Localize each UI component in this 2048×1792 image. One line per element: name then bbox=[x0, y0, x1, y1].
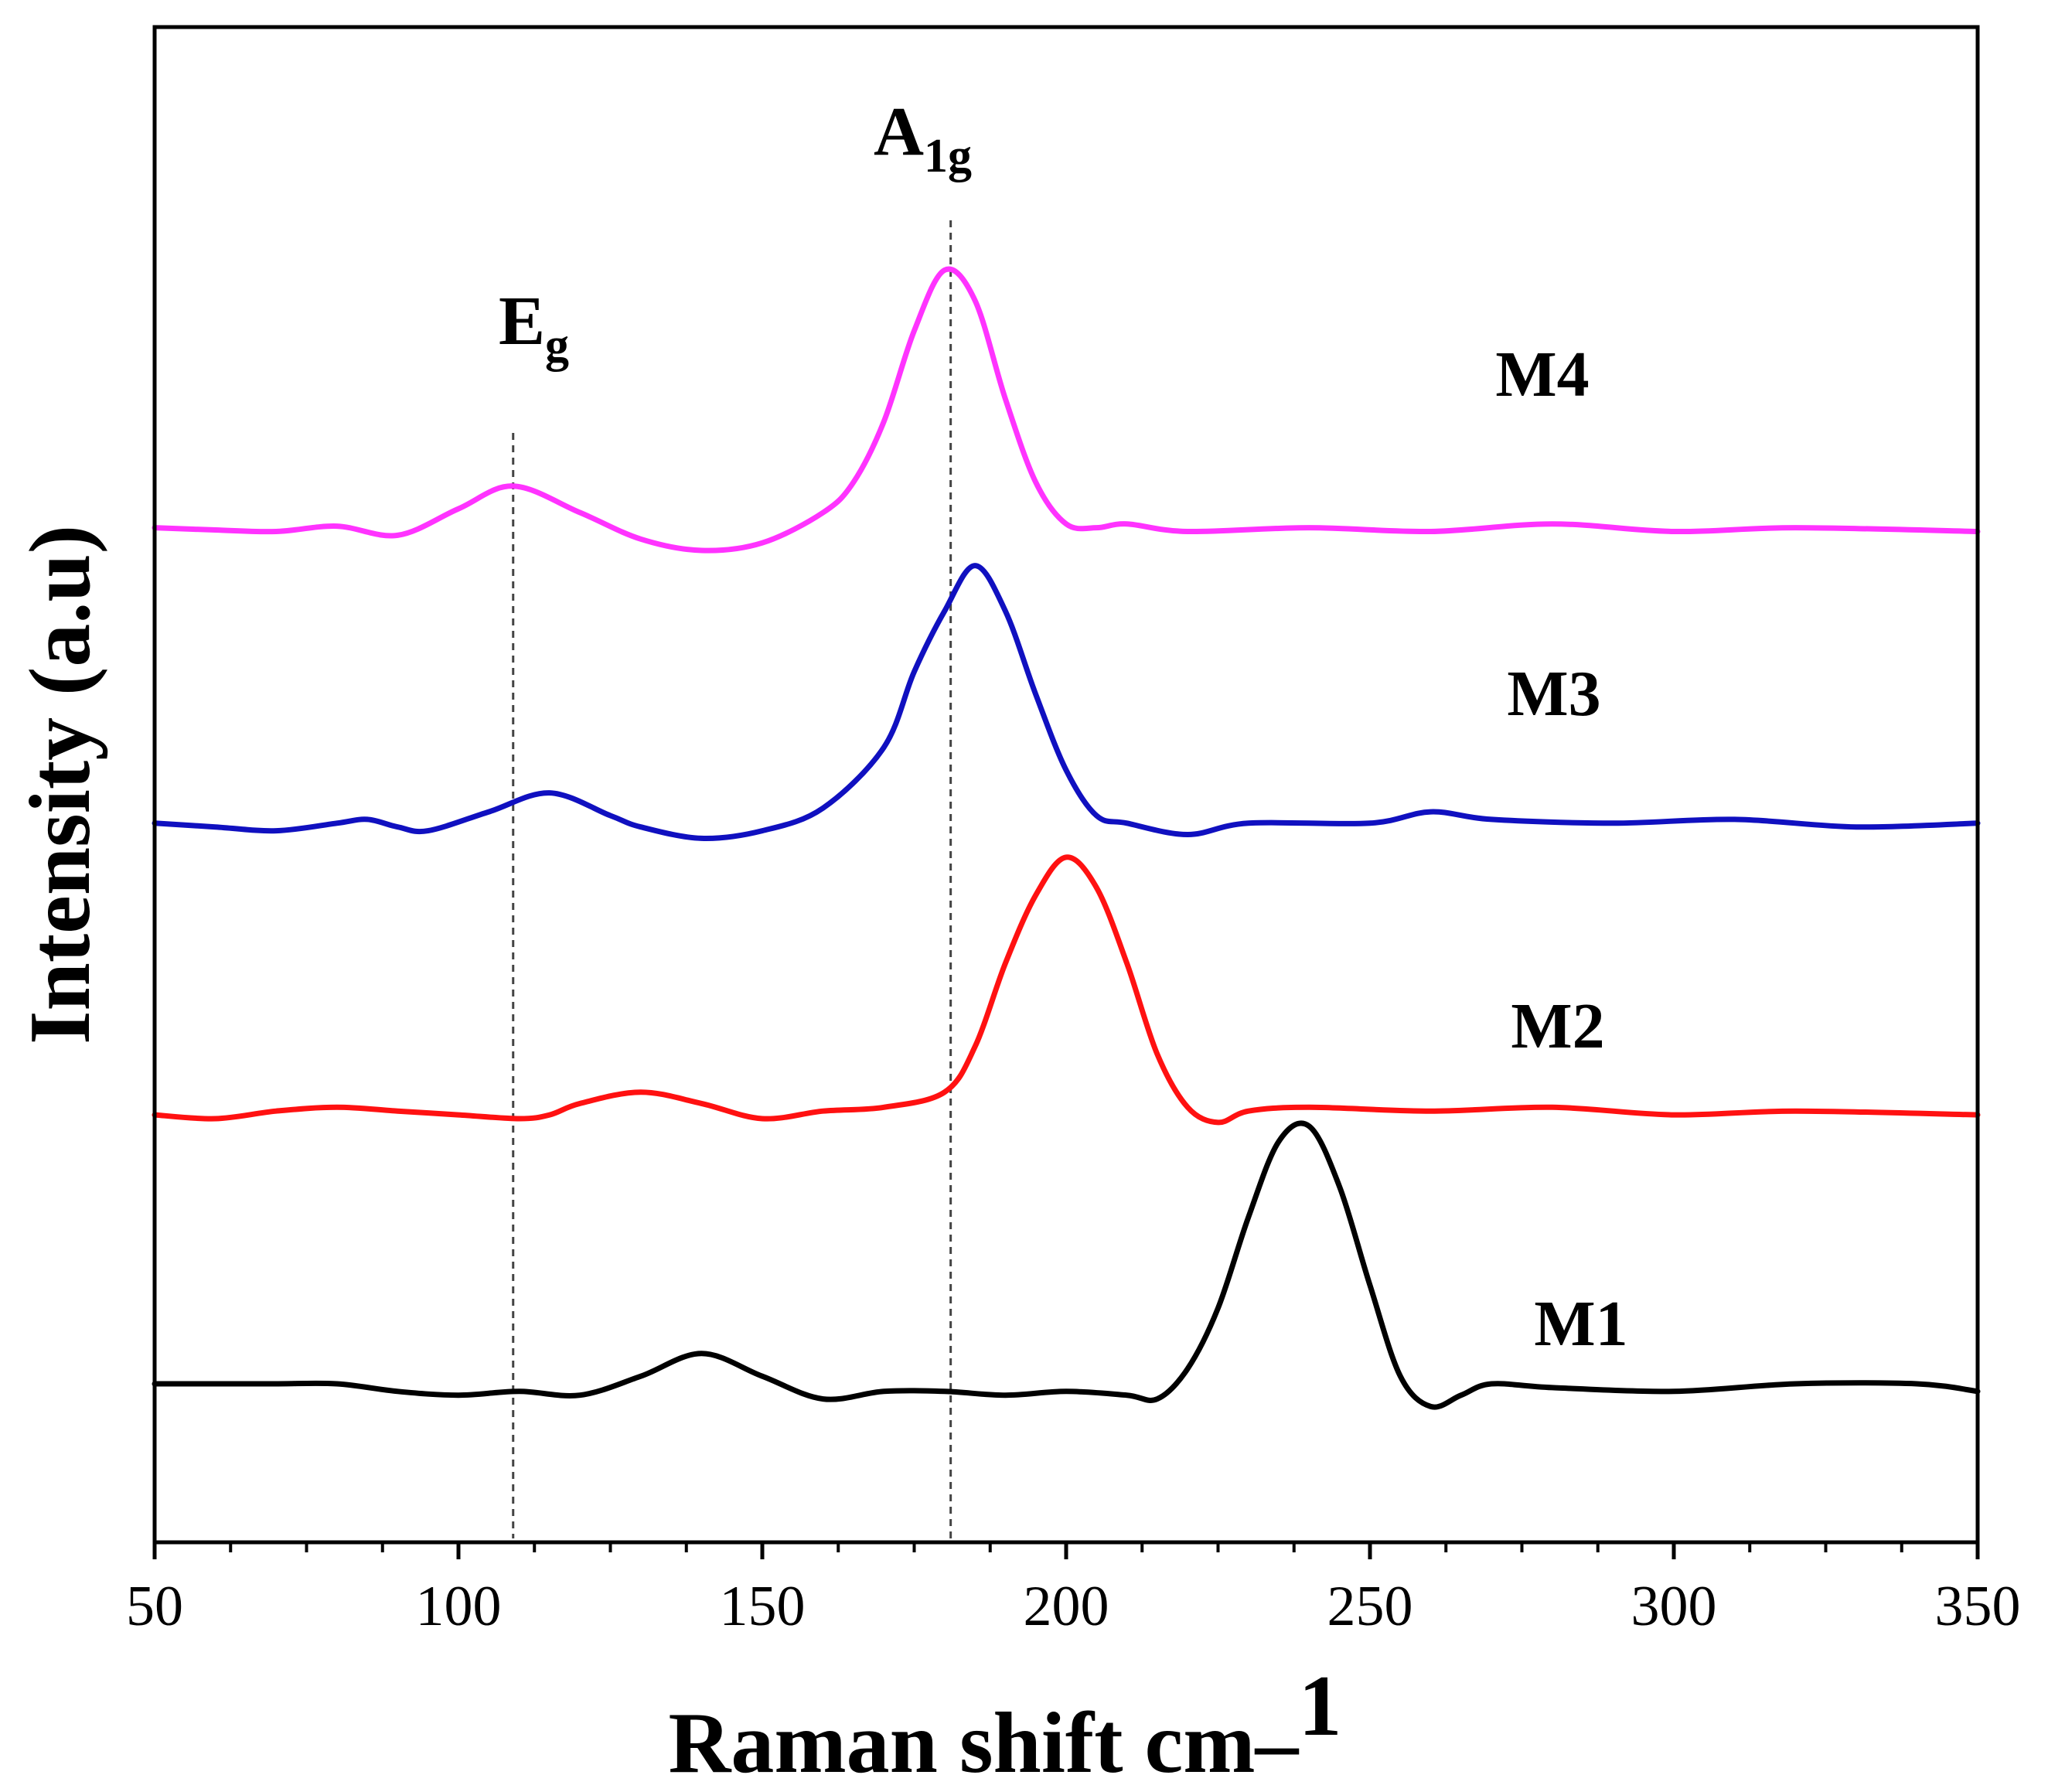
x-tick-label: 100 bbox=[416, 1575, 502, 1638]
x-tick-label: 300 bbox=[1631, 1575, 1717, 1638]
x-axis-ticks: 50 100 150 200 250 300 350 bbox=[126, 1542, 2021, 1638]
series-label-m1: M1 bbox=[1534, 1288, 1627, 1360]
x-tick-label: 250 bbox=[1327, 1575, 1413, 1638]
series-label-m3: M3 bbox=[1507, 658, 1600, 730]
x-tick-label: 350 bbox=[1935, 1575, 2021, 1638]
x-tick-label: 200 bbox=[1024, 1575, 1109, 1638]
peak-label-eg-main: E bbox=[499, 283, 545, 359]
plot-frame bbox=[152, 25, 1980, 1545]
peak-label-a1g-sub: 1g bbox=[924, 130, 972, 182]
series-label-m4: M4 bbox=[1495, 339, 1589, 411]
series-labels: M4 M3 M2 M1 bbox=[1495, 339, 1627, 1360]
x-tick-label: 150 bbox=[720, 1575, 806, 1638]
peak-label-a1g: A1g bbox=[874, 94, 972, 182]
x-axis-title-text: Raman shift cm– bbox=[668, 1695, 1299, 1791]
peak-label-eg-sub: g bbox=[545, 319, 569, 372]
x-tick-label: 50 bbox=[126, 1575, 183, 1638]
series-line-m1 bbox=[152, 1120, 1981, 1410]
peak-label-eg: Eg bbox=[499, 283, 569, 372]
series-line-m3 bbox=[152, 563, 1981, 841]
x-axis-title: Raman shift cm–1 bbox=[668, 1658, 1341, 1791]
peak-guides bbox=[512, 220, 952, 1538]
series-layer bbox=[152, 266, 1981, 1410]
series-line-m2 bbox=[152, 854, 1981, 1126]
series-line-m4 bbox=[152, 266, 1981, 554]
y-axis-title: Intensity (a.u) bbox=[12, 525, 108, 1044]
peak-label-a1g-main: A bbox=[874, 94, 924, 170]
series-label-m2: M2 bbox=[1511, 990, 1604, 1062]
x-axis-title-sup: 1 bbox=[1299, 1658, 1342, 1754]
